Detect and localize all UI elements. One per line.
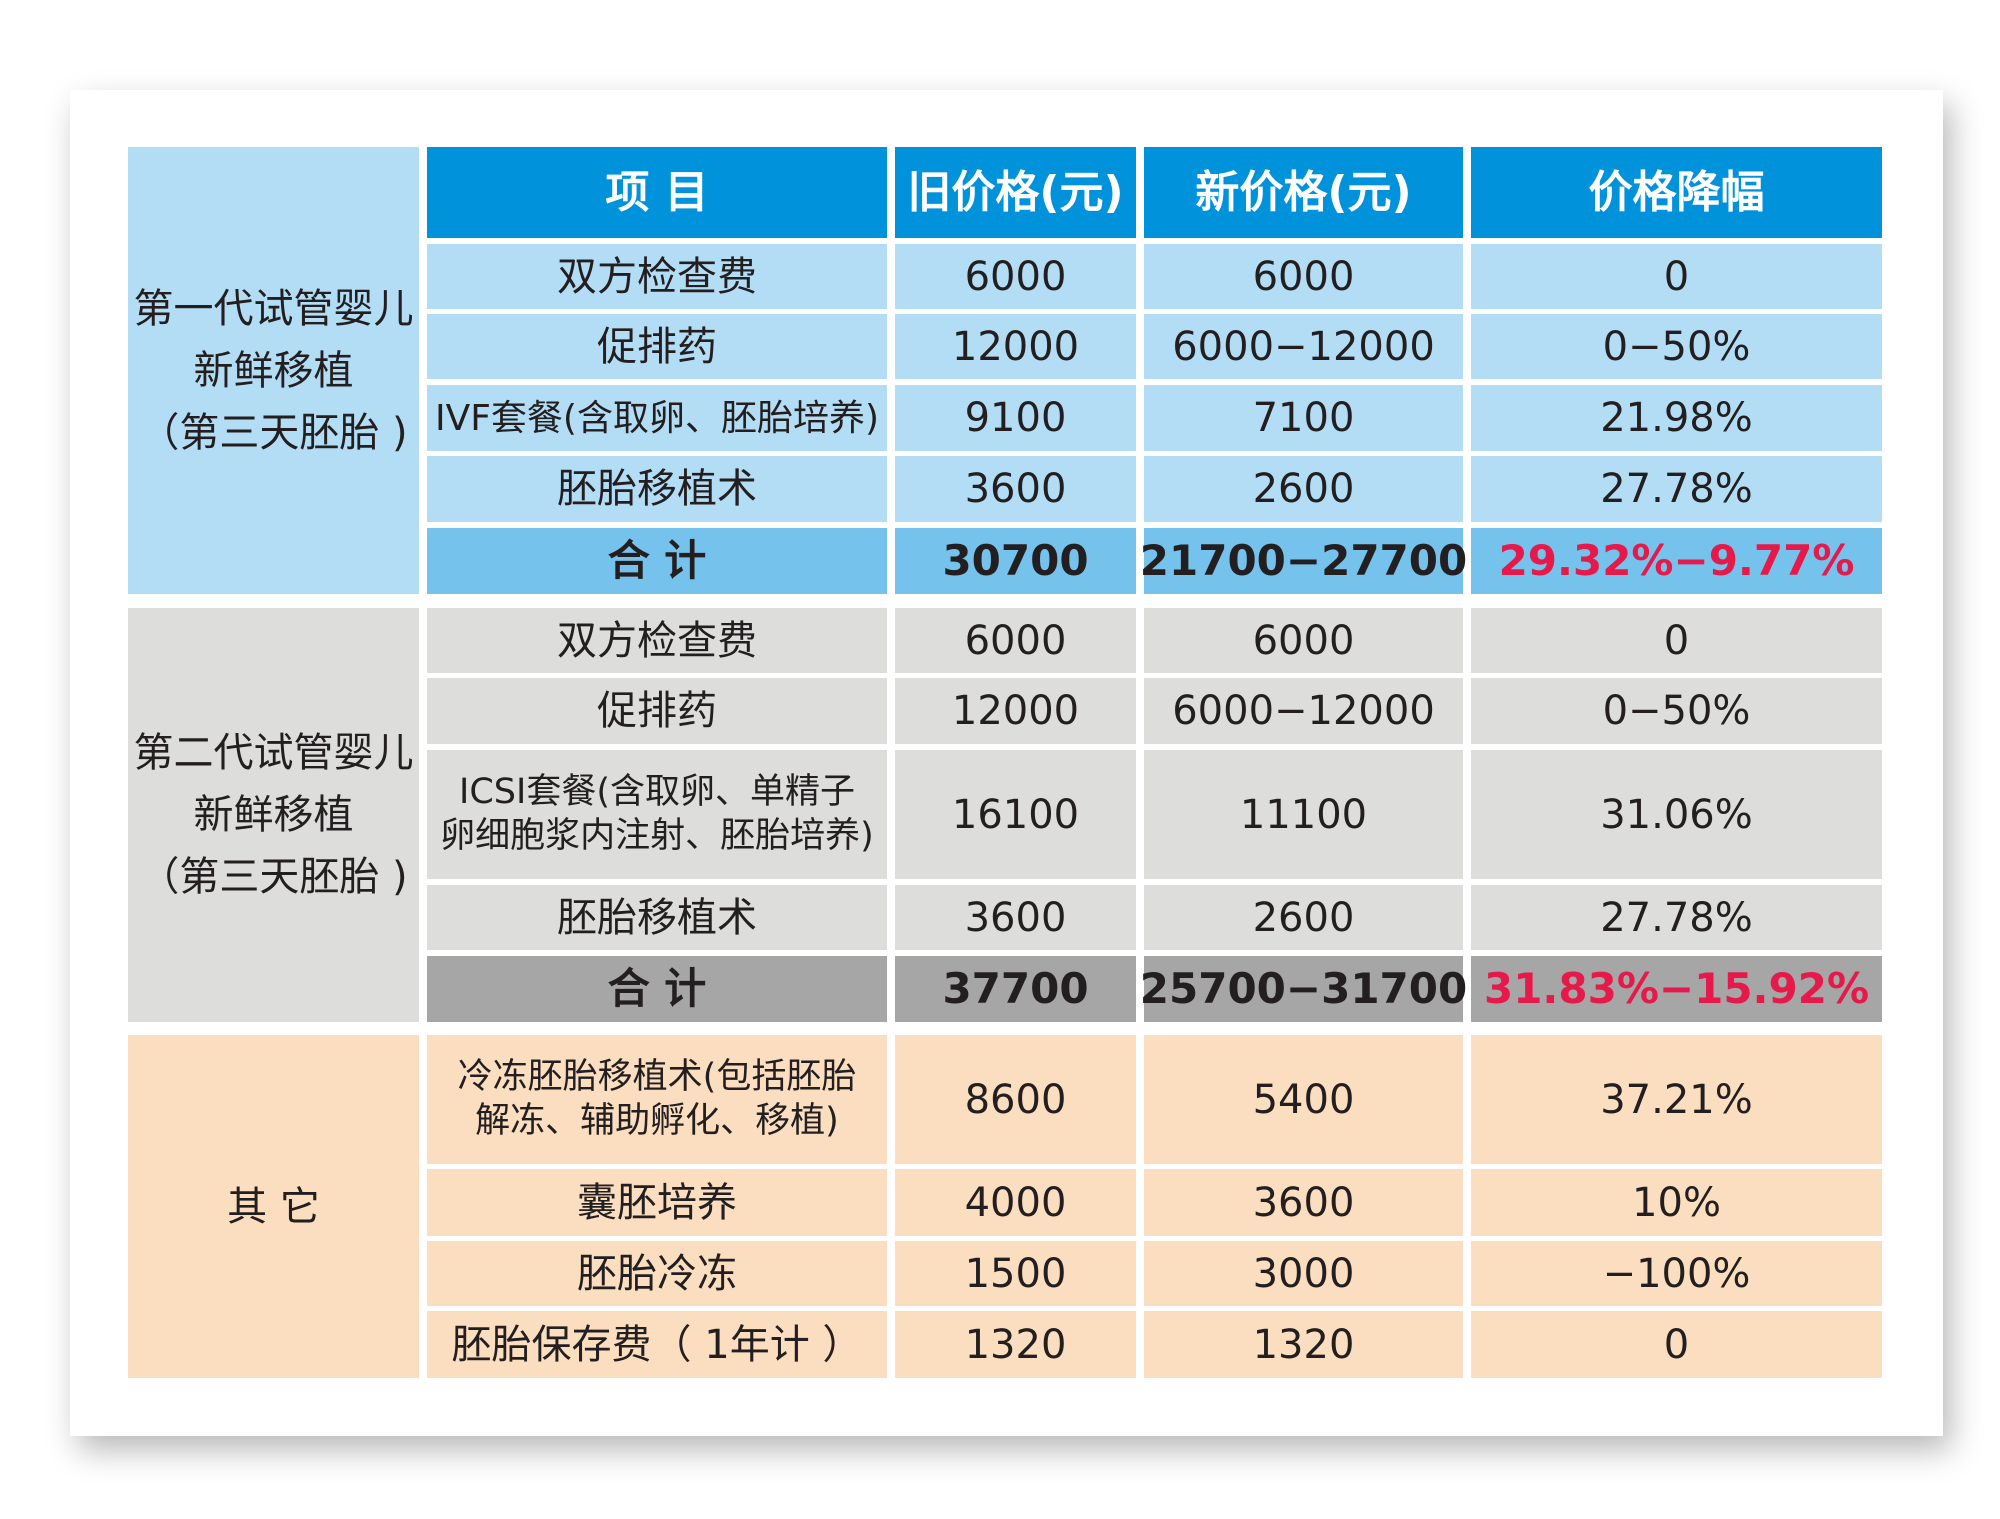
item-cell: ICSI套餐(含取卵、单精子 卵细胞浆内注射、胚胎培养) (427, 750, 887, 879)
new-price-cell: 6000 (1144, 608, 1463, 673)
new-price-cell: 6000−12000 (1144, 678, 1463, 744)
old-price-cell: 9100 (895, 385, 1136, 451)
group-label-line: （第三天胚胎 ) (139, 854, 408, 900)
old-price-cell: 4000 (895, 1169, 1136, 1236)
group-label-line: 第一代试管婴儿 (133, 285, 414, 332)
old-price-cell: 1500 (895, 1241, 1136, 1306)
new-price-cell: 3000 (1144, 1241, 1463, 1306)
cell-text-line: 解冻、辅助孵化、移植) (475, 1100, 839, 1141)
reduction-cell: 21.98% (1471, 385, 1882, 451)
header-old-price-cell: 旧价格(元) (895, 147, 1136, 238)
item-cell: 胚胎冷冻 (427, 1241, 887, 1306)
reduction-cell: 10% (1471, 1169, 1882, 1236)
cell-text-line: 冷冻胚胎移植术(包括胚胎 (457, 1056, 857, 1097)
item-cell: 双方检查费 (427, 244, 887, 309)
new-price-cell: 1320 (1144, 1311, 1463, 1378)
old-price-cell: 6000 (895, 608, 1136, 673)
new-price-cell: 2600 (1144, 456, 1463, 522)
item-cell: 促排药 (427, 314, 887, 379)
old-price-cell: 16100 (895, 750, 1136, 879)
new-price-cell: 11100 (1144, 750, 1463, 879)
reduction-cell: −100% (1471, 1241, 1882, 1306)
old-price-cell: 3600 (895, 885, 1136, 950)
new-price-cell: 6000−12000 (1144, 314, 1463, 379)
old-price-cell: 12000 (895, 678, 1136, 744)
old-price-cell: 1320 (895, 1311, 1136, 1378)
new-price-cell: 3600 (1144, 1169, 1463, 1236)
group-label-line: 第二代试管婴儿 (133, 730, 414, 776)
item-cell: 胚胎移植术 (427, 885, 887, 950)
cell-text-line: 卵细胞浆内注射、胚胎培养) (440, 815, 874, 856)
item-cell: 胚胎保存费（ 1年计 ） (427, 1311, 887, 1378)
reduction-cell: 0 (1471, 608, 1882, 673)
total-new-price-cell: 25700−31700 (1140, 956, 1467, 1022)
reduction-cell: 37.21% (1471, 1035, 1882, 1164)
group-label-line: （第三天胚胎 ) (139, 409, 408, 456)
reduction-cell: 0 (1471, 244, 1882, 309)
item-cell: 双方检查费 (427, 608, 887, 673)
group-label: 第一代试管婴儿 新鲜移植 （第三天胚胎 ) (128, 147, 419, 594)
item-cell: 促排药 (427, 678, 887, 744)
total-old-price-cell: 30700 (895, 528, 1136, 594)
item-cell: 冷冻胚胎移植术(包括胚胎 解冻、辅助孵化、移植) (427, 1035, 887, 1164)
reduction-cell: 27.78% (1471, 456, 1882, 522)
item-cell: IVF套餐(含取卵、胚胎培养) (427, 385, 887, 451)
total-reduction-cell: 31.83%−15.92% (1471, 956, 1882, 1022)
new-price-cell: 7100 (1144, 385, 1463, 451)
header-new-price-cell: 新价格(元) (1144, 147, 1463, 238)
group-label: 第二代试管婴儿 新鲜移植 （第三天胚胎 ) (128, 608, 419, 1022)
item-cell: 胚胎移植术 (427, 456, 887, 522)
reduction-cell: 0−50% (1471, 314, 1882, 379)
group-label-line: 新鲜移植 (193, 347, 354, 394)
new-price-cell: 6000 (1144, 244, 1463, 309)
new-price-cell: 2600 (1144, 885, 1463, 950)
reduction-cell: 27.78% (1471, 885, 1882, 950)
reduction-cell: 31.06% (1471, 750, 1882, 879)
old-price-cell: 3600 (895, 456, 1136, 522)
cell-text-line: ICSI套餐(含取卵、单精子 (459, 771, 855, 812)
old-price-cell: 8600 (895, 1035, 1136, 1164)
total-new-price-cell: 21700−27700 (1140, 528, 1467, 594)
reduction-cell: 0 (1471, 1311, 1882, 1378)
total-item-cell: 合 计 (427, 528, 887, 594)
reduction-cell: 0−50% (1471, 678, 1882, 744)
old-price-cell: 12000 (895, 314, 1136, 379)
group-label-line: 新鲜移植 (193, 792, 354, 838)
header-item-cell: 项 目 (427, 147, 887, 238)
total-item-cell: 合 计 (427, 956, 887, 1022)
old-price-cell: 6000 (895, 244, 1136, 309)
total-reduction-cell: 29.32%−9.77% (1471, 528, 1882, 594)
item-cell: 囊胚培养 (427, 1169, 887, 1236)
new-price-cell: 5400 (1144, 1035, 1463, 1164)
header-reduction-cell: 价格降幅 (1471, 147, 1882, 238)
total-old-price-cell: 37700 (895, 956, 1136, 1022)
group-label-line: 其 它 (227, 1183, 320, 1230)
group-label: 其 它 (128, 1035, 419, 1378)
